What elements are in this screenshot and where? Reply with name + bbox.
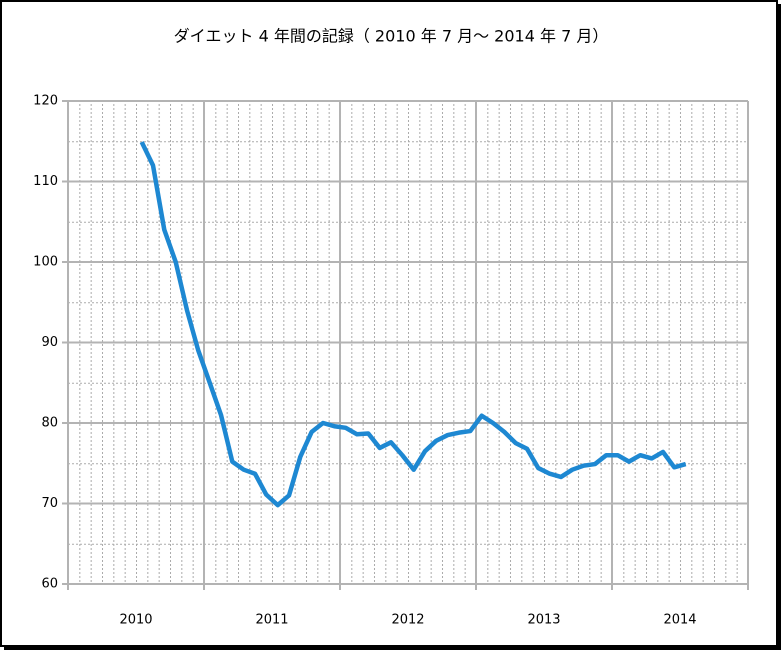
y-tick-label: 80 [41,416,58,431]
y-tick-label: 120 [33,94,58,109]
x-tick-label: 2011 [255,613,288,628]
frame-shadow [4,646,781,650]
y-tick-label: 100 [33,255,58,270]
chart-title: ダイエット 4 年間の記録（ 2010 年 7 月～ 2014 年 7 月） [174,27,609,46]
frame-shadow [777,4,781,650]
x-tick-label: 2013 [527,613,560,628]
y-tick-label: 60 [41,577,58,592]
y-tick-label: 70 [41,496,58,511]
x-tick-label: 2014 [663,613,696,628]
y-tick-label: 110 [33,174,58,189]
x-tick-label: 2010 [119,613,152,628]
x-tick-label: 2012 [391,613,424,628]
line [139,141,687,508]
y-tick-label: 90 [41,335,58,350]
